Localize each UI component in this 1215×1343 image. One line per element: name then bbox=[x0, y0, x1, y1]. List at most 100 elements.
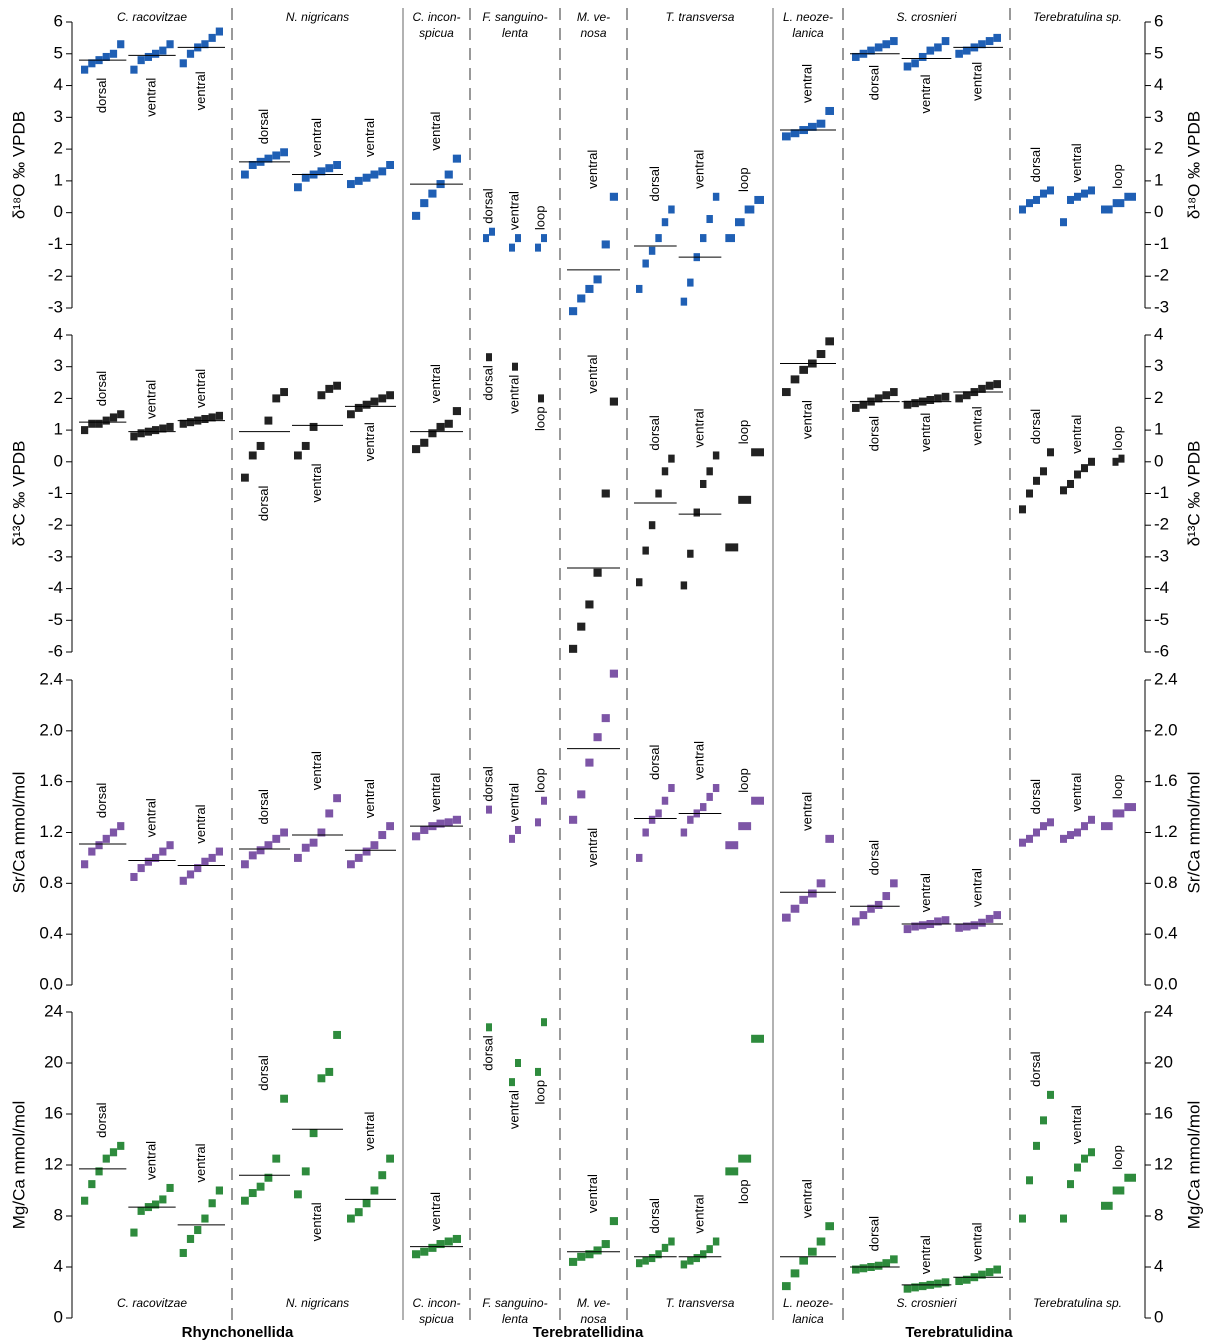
part-label: dorsal bbox=[480, 188, 495, 224]
data-point bbox=[926, 395, 935, 404]
data-point bbox=[680, 297, 688, 306]
data-point bbox=[874, 394, 883, 403]
y-tick-label: 3 bbox=[1154, 107, 1163, 126]
part-label: ventral bbox=[193, 804, 208, 843]
data-point bbox=[738, 1154, 752, 1163]
y-tick-label: 1.6 bbox=[39, 771, 63, 790]
data-point bbox=[601, 1240, 610, 1249]
y-tick-label: 16 bbox=[44, 1103, 63, 1122]
data-point bbox=[535, 243, 541, 252]
data-point bbox=[509, 243, 515, 252]
y-tick-label: -5 bbox=[48, 610, 63, 629]
data-point bbox=[541, 796, 547, 805]
data-point bbox=[354, 176, 363, 185]
data-point bbox=[186, 870, 195, 879]
y-tick-label: 12 bbox=[44, 1154, 63, 1173]
data-point bbox=[585, 284, 594, 293]
data-point bbox=[420, 438, 429, 447]
data-point bbox=[201, 415, 209, 424]
data-point bbox=[852, 917, 860, 926]
data-point bbox=[317, 828, 326, 837]
y-tick-label: -1 bbox=[1154, 234, 1169, 253]
data-point bbox=[825, 834, 834, 843]
part-label: ventral bbox=[585, 354, 600, 393]
data-point bbox=[668, 205, 675, 214]
order-name: Terebratulidina bbox=[905, 1324, 1013, 1341]
y-tick-label: 16 bbox=[1154, 1103, 1173, 1122]
y-tick-label: 0 bbox=[54, 451, 63, 470]
y-tick-label: 2 bbox=[1154, 139, 1163, 158]
data-point bbox=[911, 59, 919, 68]
data-point bbox=[412, 445, 421, 454]
data-point bbox=[420, 825, 429, 834]
data-point bbox=[735, 218, 745, 227]
species-name: L. neoze- bbox=[783, 10, 833, 24]
part-label: loop bbox=[1110, 426, 1125, 451]
data-point bbox=[280, 388, 288, 397]
data-point bbox=[668, 1237, 675, 1246]
data-point bbox=[256, 846, 265, 855]
data-point bbox=[370, 841, 379, 850]
data-point bbox=[867, 904, 875, 913]
data-point bbox=[782, 1282, 791, 1291]
data-point bbox=[109, 49, 118, 58]
data-point bbox=[208, 1199, 216, 1208]
data-point bbox=[241, 1196, 249, 1205]
data-point bbox=[636, 578, 643, 587]
data-point bbox=[577, 622, 586, 631]
data-point bbox=[354, 1208, 363, 1217]
data-point bbox=[109, 1148, 118, 1157]
data-point bbox=[1060, 1214, 1067, 1223]
part-label: ventral bbox=[585, 1174, 600, 1213]
y-tick-label: 0.8 bbox=[1154, 873, 1178, 892]
y-tick-label: -6 bbox=[48, 641, 63, 660]
data-point bbox=[95, 1167, 103, 1176]
species-name: L. neoze- bbox=[783, 1296, 833, 1310]
data-point bbox=[642, 259, 649, 268]
data-point bbox=[569, 307, 578, 316]
part-label: dorsal bbox=[647, 415, 662, 451]
data-point bbox=[386, 1154, 394, 1163]
data-point bbox=[88, 419, 96, 428]
species-name: T. transversa bbox=[666, 10, 735, 24]
data-point bbox=[585, 600, 594, 609]
species-name: C. racovitzae bbox=[117, 1296, 187, 1310]
data-point bbox=[1112, 1186, 1125, 1195]
data-point bbox=[790, 904, 800, 913]
data-point bbox=[867, 46, 875, 55]
data-point bbox=[81, 860, 89, 869]
data-point bbox=[294, 1190, 302, 1199]
data-point bbox=[362, 400, 371, 409]
data-point bbox=[782, 132, 791, 141]
part-label: loop bbox=[736, 1179, 751, 1204]
data-point bbox=[903, 1284, 912, 1293]
y-tick-label: 4 bbox=[1154, 324, 1163, 343]
data-point bbox=[317, 1074, 326, 1083]
data-point bbox=[248, 851, 257, 860]
data-point bbox=[1033, 1141, 1040, 1150]
part-label: ventral bbox=[362, 1111, 377, 1150]
data-point bbox=[744, 205, 755, 214]
part-label: ventral bbox=[585, 150, 600, 189]
data-point bbox=[993, 911, 1001, 920]
part-label: ventral bbox=[1069, 773, 1084, 812]
data-point bbox=[420, 1247, 429, 1256]
data-point bbox=[642, 828, 649, 837]
data-point bbox=[137, 56, 145, 65]
data-point bbox=[538, 394, 544, 403]
y-tick-label: 1.2 bbox=[39, 822, 63, 841]
y-tick-label: -4 bbox=[48, 578, 63, 597]
data-point bbox=[903, 400, 912, 409]
y-tick-label: 2.4 bbox=[39, 669, 63, 688]
data-point bbox=[1112, 199, 1125, 208]
species-name: C. incon- bbox=[412, 1296, 460, 1310]
data-point bbox=[325, 1067, 334, 1076]
y-tick-label: 12 bbox=[1154, 1154, 1173, 1173]
data-point bbox=[194, 1226, 202, 1235]
data-point bbox=[1081, 822, 1088, 831]
data-point bbox=[700, 1250, 707, 1259]
y-tick-label: 4 bbox=[54, 324, 63, 343]
part-label: dorsal bbox=[94, 78, 109, 114]
data-point bbox=[993, 33, 1001, 42]
data-point bbox=[700, 803, 707, 812]
